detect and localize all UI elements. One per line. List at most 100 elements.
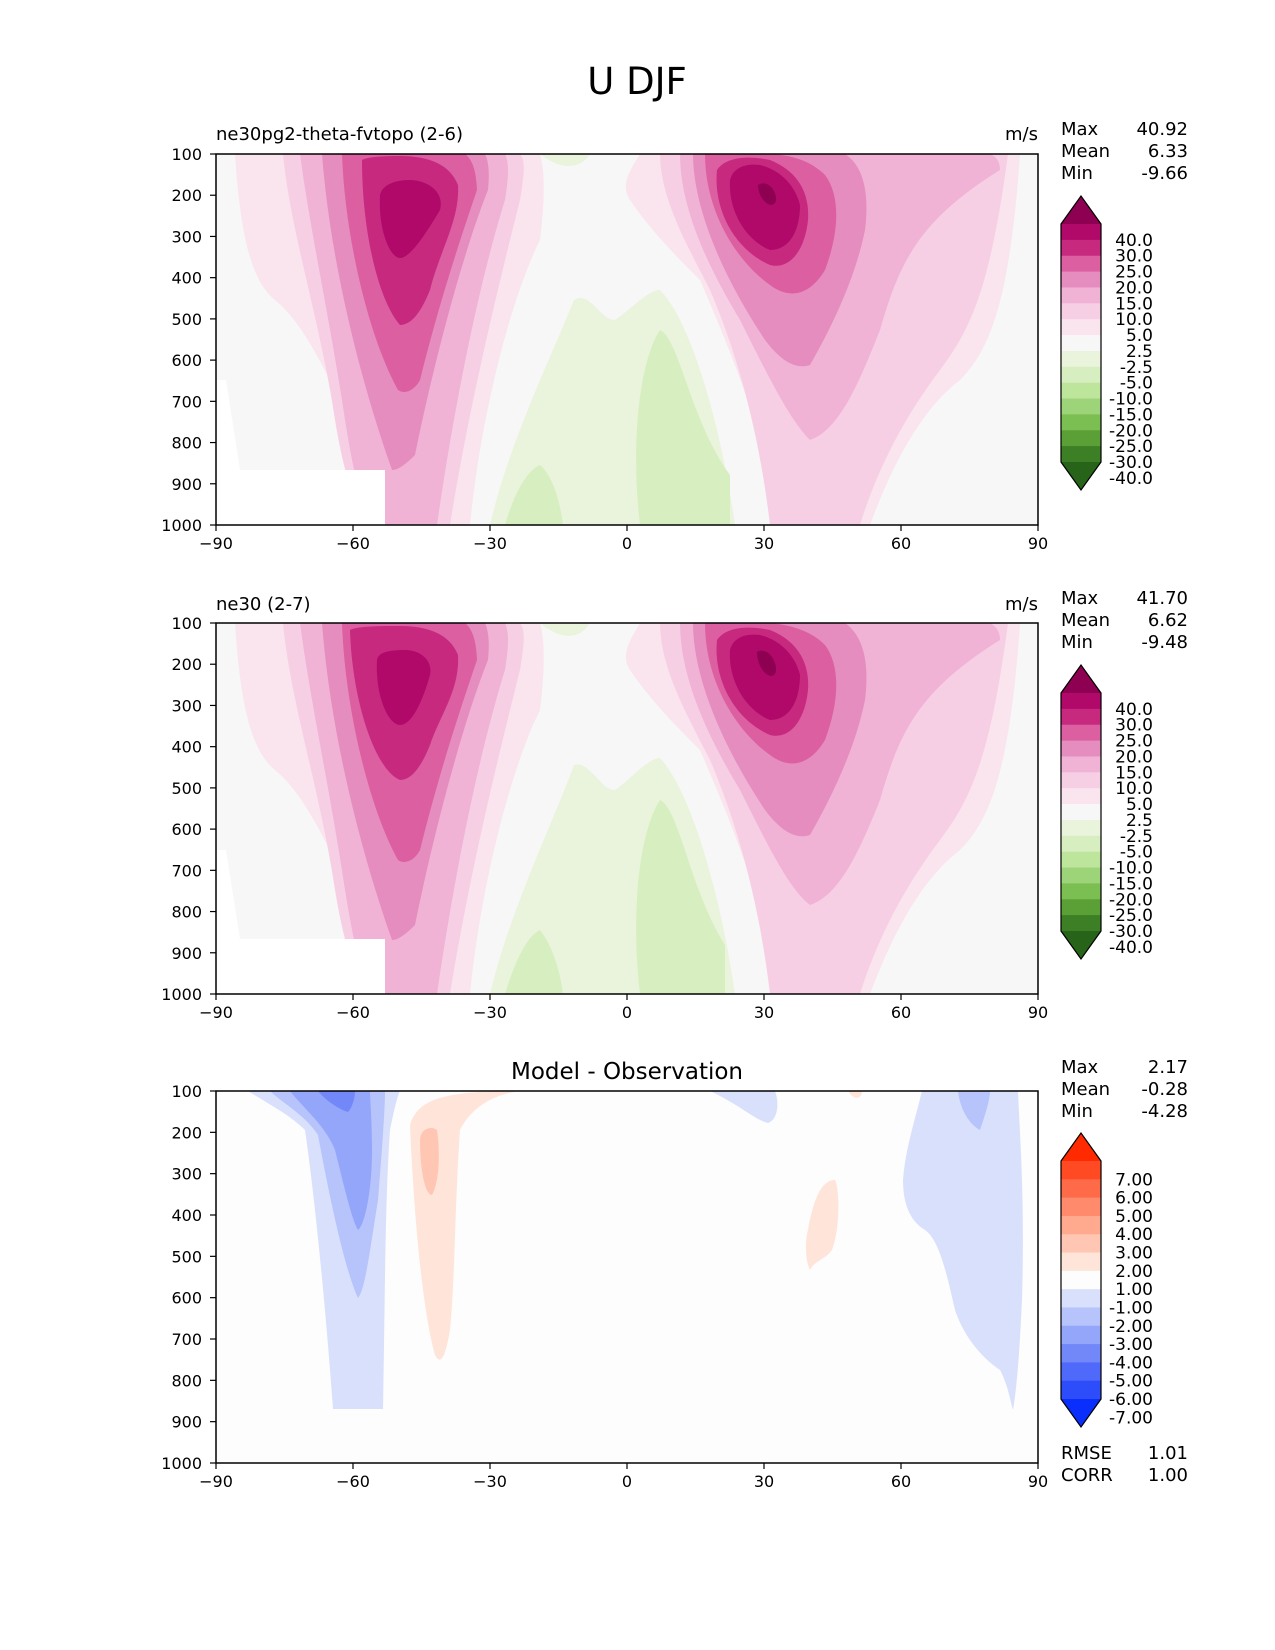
corr-label: CORR xyxy=(1061,1465,1113,1486)
colorbar-segment xyxy=(1061,740,1101,757)
tropical-negative-contour-inner-2 xyxy=(505,930,563,994)
southern-negative-contour-4 xyxy=(318,1091,355,1112)
axis-ticks: −90 −60 −30 0 30 60 90 100 200 300 400 500 600 700 800… xyxy=(161,1082,1048,1491)
colorbar-segment xyxy=(1061,430,1101,447)
x-tick-label: −30 xyxy=(473,534,507,553)
y-tick-label: 500 xyxy=(171,779,202,798)
colorbar-segment xyxy=(1061,446,1101,463)
northern-jet-max xyxy=(758,183,777,205)
colorbar-segment xyxy=(1061,772,1101,789)
y-tick-label: 500 xyxy=(171,1247,202,1266)
colorbar-segment xyxy=(1061,255,1101,273)
x-tick-label: 60 xyxy=(891,1003,911,1022)
colorbar-label: -5.0 xyxy=(1120,843,1153,863)
colorbar-segment xyxy=(1061,1197,1101,1217)
colorbar-segment xyxy=(1061,724,1101,742)
colorbar: 40.030.025.020.015.010.05.02.5-2.5-5.0-1… xyxy=(1060,663,1153,961)
colorbar-segment xyxy=(1061,239,1101,257)
colorbar-extend-bottom xyxy=(1061,1399,1101,1427)
contour-plot xyxy=(215,622,1039,995)
y-tick-label: 400 xyxy=(171,1206,202,1225)
x-tick-label: 90 xyxy=(1028,534,1048,553)
colorbar-label: 1.00 xyxy=(1115,1280,1153,1300)
colorbar-segment xyxy=(1061,756,1101,773)
stat-value-mean: -0.28 xyxy=(1141,1079,1188,1100)
panel-difference: Model - Observation Max Mean Min 2.17 -0… xyxy=(161,1057,1188,1491)
colorbar-segment xyxy=(1061,1270,1101,1290)
northern-jet-max xyxy=(757,650,777,676)
y-tick-label: 1000 xyxy=(161,985,202,1004)
colorbar: 40.030.025.020.015.010.05.02.5-2.5-5.0-1… xyxy=(1060,194,1153,492)
axis-ticks: −90 −60 −30 0 30 60 90 100 200 300 400 500 600 700 800… xyxy=(161,614,1048,1022)
colorbar-segment xyxy=(1061,867,1101,884)
panel-title: ne30pg2-theta-fvtopo (2-6) xyxy=(216,124,463,145)
x-tick-label: −30 xyxy=(473,1003,507,1022)
y-tick-label: 400 xyxy=(171,738,202,757)
x-tick-label: 30 xyxy=(754,534,774,553)
colorbar-segment xyxy=(1061,1325,1101,1345)
colorbar-segment xyxy=(1061,1362,1101,1382)
stat-value-max: 40.92 xyxy=(1136,119,1188,140)
x-tick-label: 60 xyxy=(891,1472,911,1491)
colorbar-label: -20.0 xyxy=(1109,421,1153,441)
colorbar-label: 4.00 xyxy=(1115,1225,1153,1245)
topography-mask xyxy=(216,850,385,994)
topography-mask xyxy=(216,380,385,525)
colorbar-segment xyxy=(1061,382,1101,400)
colorbar-label: -30.0 xyxy=(1109,922,1153,942)
colorbar-label: 25.0 xyxy=(1115,263,1153,283)
colorbar-label: 5.0 xyxy=(1126,326,1153,346)
colorbar-segment xyxy=(1061,1234,1101,1254)
colorbar-label: 2.5 xyxy=(1126,811,1153,831)
stat-value-max: 41.70 xyxy=(1136,588,1188,609)
colorbar-label: -25.0 xyxy=(1109,437,1153,457)
colorbar-extend-top xyxy=(1061,196,1101,224)
y-tick-label: 800 xyxy=(171,1371,202,1390)
y-tick-label: 100 xyxy=(171,1082,202,1101)
colorbar-segment xyxy=(1061,883,1101,900)
x-tick-label: 30 xyxy=(754,1472,774,1491)
x-tick-label: −90 xyxy=(199,1003,233,1022)
stat-label-min: Min xyxy=(1061,632,1093,653)
y-tick-label: 200 xyxy=(171,186,202,205)
colorbar-segment xyxy=(1061,414,1101,431)
colorbar-label: -20.0 xyxy=(1109,890,1153,910)
colorbar-segment xyxy=(1061,1344,1101,1363)
southern-negative-contour-3 xyxy=(290,1091,372,1230)
x-tick-label: 90 xyxy=(1028,1003,1048,1022)
y-tick-label: 300 xyxy=(171,696,202,715)
colorbar-outline xyxy=(1060,1131,1102,1429)
colorbar-label: 40.0 xyxy=(1115,231,1153,251)
colorbar-segment xyxy=(1061,1307,1101,1327)
y-tick-label: 600 xyxy=(171,1289,202,1308)
colorbar-segment xyxy=(1061,1161,1101,1180)
colorbar: 7.006.005.004.003.002.001.00-1.00-2.00-3… xyxy=(1060,1131,1153,1429)
colorbar-label: -2.5 xyxy=(1120,827,1153,847)
colorbar-segment xyxy=(1061,819,1101,837)
x-tick-label: −90 xyxy=(199,1472,233,1491)
southern-jet-core xyxy=(379,180,441,258)
stat-value-min: -4.28 xyxy=(1141,1101,1188,1122)
stat-label-max: Max xyxy=(1061,588,1099,609)
stats-values: 41.70 6.62 -9.48 xyxy=(1136,588,1188,653)
figure-title: U DJF xyxy=(587,60,687,103)
stat-label-mean: Mean xyxy=(1061,141,1110,162)
x-tick-label: 0 xyxy=(622,534,632,553)
stat-label-max: Max xyxy=(1061,1057,1099,1078)
northern-positive-contour xyxy=(805,1180,839,1270)
southern-jet-core xyxy=(376,650,431,725)
tropical-negative-contour-inner-2 xyxy=(505,465,563,525)
stat-label-mean: Mean xyxy=(1061,610,1110,631)
contour-plot xyxy=(215,1090,1039,1464)
northern-negative-contour-1 xyxy=(903,1091,1023,1410)
stats-values: 40.92 6.33 -9.66 xyxy=(1136,119,1188,184)
colorbar-label: 25.0 xyxy=(1115,732,1153,752)
x-tick-label: −60 xyxy=(336,1003,370,1022)
colorbar-label: 3.00 xyxy=(1115,1244,1153,1264)
y-tick-label: 900 xyxy=(171,1413,202,1432)
error-metrics: RMSE 1.01 CORR 1.00 xyxy=(1061,1443,1188,1486)
axis-ticks: −90 −60 −30 0 30 60 90 100 200 300 400 500 600 700 800… xyxy=(161,145,1048,553)
y-tick-label: 500 xyxy=(171,310,202,329)
colorbar-label: -2.00 xyxy=(1109,1317,1153,1337)
colorbar-segment xyxy=(1061,366,1101,384)
